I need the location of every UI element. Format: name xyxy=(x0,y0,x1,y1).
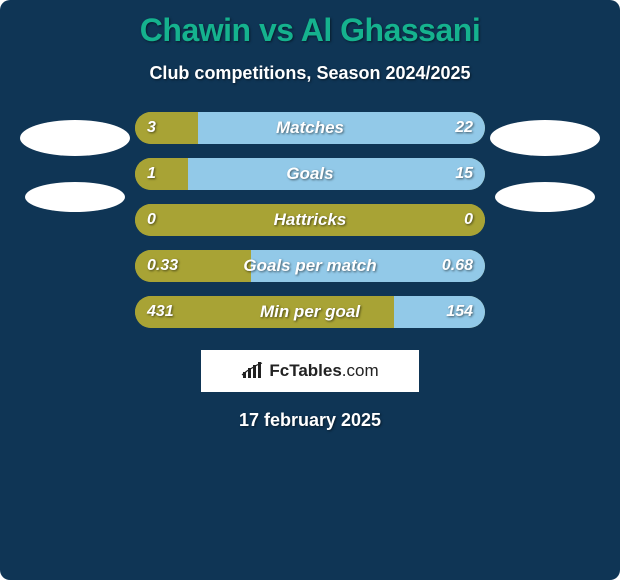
fill-right xyxy=(394,296,485,328)
fill-right xyxy=(251,250,486,282)
club-left-avatar xyxy=(25,182,125,212)
fill-right xyxy=(198,112,485,144)
fill-left xyxy=(135,112,198,144)
club-right-avatar xyxy=(495,182,595,212)
player-right-avatar xyxy=(490,120,600,156)
content-row: 322Matches 115Goals 00Hattricks 0.330.68Goa… xyxy=(10,112,610,328)
stat-bar: 115Goals xyxy=(135,158,485,190)
stat-bar: 431154Min per goal xyxy=(135,296,485,328)
logo-text: FcTables.com xyxy=(269,361,378,381)
stats-bars: 322Matches 115Goals 00Hattricks 0.330.68Goa… xyxy=(135,112,485,328)
fill-right xyxy=(188,158,486,190)
stat-bar: 0.330.68Goals per match xyxy=(135,250,485,282)
fill-left xyxy=(135,296,394,328)
right-avatar-col xyxy=(485,112,605,212)
left-avatar-col xyxy=(15,112,135,212)
bar-chart-icon xyxy=(241,362,265,380)
player-left-avatar xyxy=(20,120,130,156)
stat-bar: 322Matches xyxy=(135,112,485,144)
logo-text-light: .com xyxy=(342,361,379,380)
page-title: Chawin vs Al Ghassani xyxy=(10,12,610,49)
comparison-card: Chawin vs Al Ghassani Club competitions,… xyxy=(0,0,620,580)
source-logo: FcTables.com xyxy=(201,350,419,392)
fill-left xyxy=(135,204,485,236)
subtitle: Club competitions, Season 2024/2025 xyxy=(10,63,610,84)
fill-left xyxy=(135,158,188,190)
fill-left xyxy=(135,250,251,282)
logo-text-bold: FcTables xyxy=(269,361,341,380)
date-line: 17 february 2025 xyxy=(10,410,610,431)
stat-bar: 00Hattricks xyxy=(135,204,485,236)
